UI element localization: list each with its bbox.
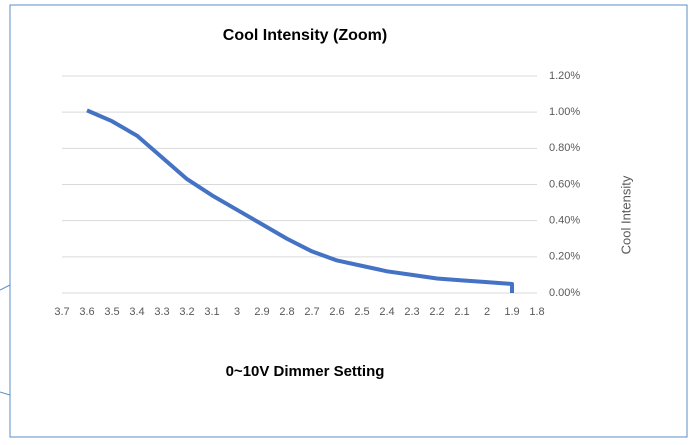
x-tick-label: 2 [484,306,490,318]
x-tick-label: 2.3 [404,306,419,318]
x-tick-label: 2.8 [279,306,294,318]
x-tick-label: 1.9 [504,306,519,318]
x-tick-label: 3.6 [79,306,94,318]
x-tick-label: 2.1 [454,306,469,318]
x-axis-label: 0~10V Dimmer Setting [226,363,385,380]
edge-line [0,284,11,291]
x-tick-label: 1.8 [529,306,544,318]
y-tick-label: 1.20% [549,70,580,82]
x-tick-label: 3.3 [154,306,169,318]
chart-title: Cool Intensity (Zoom) [223,27,387,44]
y-tick-label: 0.80% [549,142,580,154]
y-tick-label: 0.60% [549,178,580,190]
x-tick-label: 3.5 [104,306,119,318]
x-tick-label: 3.7 [54,306,69,318]
y-tick-label: 0.00% [549,287,580,299]
x-tick-label: 2.4 [379,306,394,318]
y-tick-label: 0.20% [549,251,580,263]
x-tick-label: 3.2 [179,306,194,318]
y-axis-label: Cool Intensity [618,175,633,254]
x-tick-label: 3 [234,306,240,318]
y-tick-label: 0.40% [549,215,580,227]
x-tick-label: 3.1 [204,306,219,318]
line [86,108,514,293]
x-tick-label: 2.2 [429,306,444,318]
x-tick-label: 2.6 [329,306,344,318]
y-tick-label: 1.00% [549,106,580,118]
edge-line [0,391,11,396]
x-tick-label: 2.5 [354,306,369,318]
x-tick-label: 2.9 [254,306,269,318]
x-tick-label: 2.7 [304,306,319,318]
x-tick-label: 3.4 [129,306,144,318]
